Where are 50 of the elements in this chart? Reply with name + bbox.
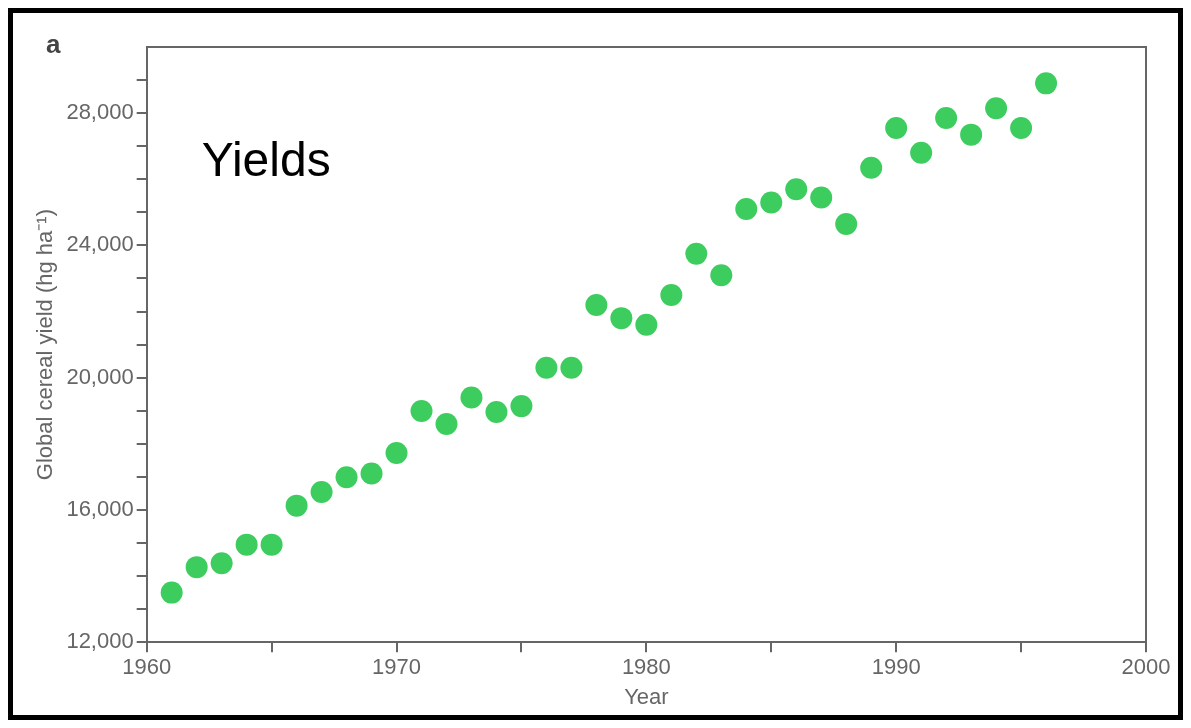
point [610,307,633,330]
point [510,395,533,418]
annotation: Yields [201,133,331,187]
point [635,313,658,336]
point [560,356,583,379]
point [385,442,408,465]
point [160,581,183,604]
point [710,264,733,287]
point [1010,117,1033,140]
x-tick-label: 1960 [122,654,172,680]
point [760,191,783,214]
y-tick-label: 20,000 [66,363,134,389]
point [335,466,358,489]
point [1035,72,1058,95]
point [360,462,383,485]
point [810,186,833,209]
point [460,386,483,409]
point [685,242,708,265]
point [310,481,333,504]
point [885,117,908,140]
point [835,212,858,235]
point [585,293,608,316]
point [910,141,933,164]
y-tick-label: 24,000 [66,231,134,257]
y-tick-label: 28,000 [66,99,134,125]
x-axis-title: Year [624,683,669,709]
x-tick-label: 1980 [621,654,671,680]
point [185,556,208,579]
x-tick-label: 2000 [1121,654,1171,680]
point [960,123,983,146]
y-axis-title: Global cereal yield (hg ha⁻¹) [32,209,58,481]
text: a [46,29,61,60]
point [285,494,308,517]
x-tick-label: 1970 [372,654,421,680]
y-tick-label: 16,000 [66,496,134,521]
point [735,198,758,221]
point [785,178,808,201]
point [260,533,283,556]
point [485,401,508,424]
point [235,533,258,556]
point [985,97,1008,120]
x-tick-label: 1990 [871,654,921,680]
point [210,552,233,575]
point [535,356,558,379]
point [935,107,958,130]
point [860,156,883,179]
point [660,284,683,306]
y-tick-label: 12,000 [66,628,134,654]
point [435,412,458,435]
point [410,400,433,423]
